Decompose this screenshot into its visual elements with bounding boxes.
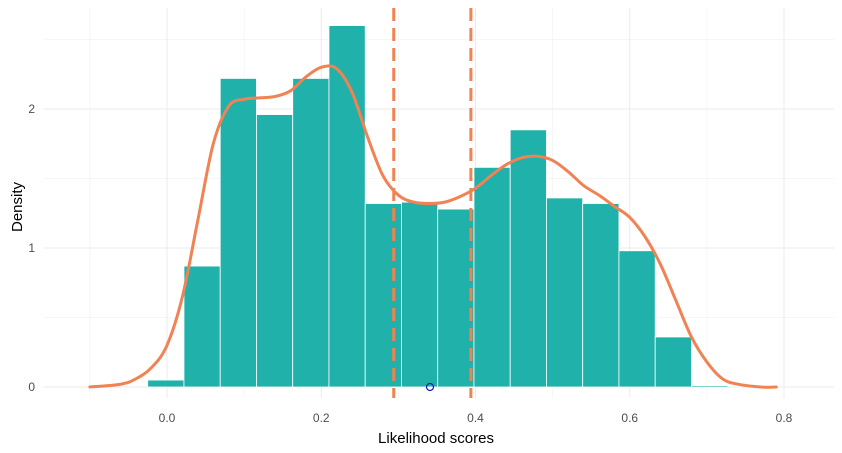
- histogram-bar-13: [618, 250, 656, 388]
- x-tick-label: 0.4: [467, 411, 484, 425]
- histogram-bar-14: [654, 336, 692, 388]
- histogram-bar-0: [147, 379, 185, 388]
- histogram-bars: [147, 25, 729, 388]
- x-tick-label: 0.2: [313, 411, 330, 425]
- x-tick-label: 0.8: [776, 411, 793, 425]
- x-axis-title: Likelihood scores: [378, 430, 494, 447]
- y-axis-ticks: 0 1 2: [28, 102, 35, 394]
- x-tick-label: 0.6: [621, 411, 638, 425]
- histogram-bar-8: [437, 208, 475, 388]
- histogram-bar-9: [473, 166, 511, 388]
- x-axis-ticks: 0.0 0.2 0.4 0.6 0.8: [159, 411, 793, 425]
- y-axis-title: Density: [9, 181, 26, 232]
- histogram-bar-1: [183, 265, 221, 388]
- threshold-lines: [392, 8, 473, 398]
- histogram-bar-10: [509, 129, 547, 388]
- histogram-bar-11: [546, 197, 584, 388]
- marker-group: [425, 382, 435, 392]
- histogram-bar-6: [364, 203, 402, 388]
- x-tick-label: 0.0: [159, 411, 176, 425]
- density-curve-group: [88, 64, 778, 389]
- y-tick-label: 2: [28, 102, 35, 116]
- histogram-bar-3: [256, 114, 294, 388]
- histogram-bar-7: [401, 201, 439, 388]
- histogram-bar-2: [219, 78, 257, 388]
- histogram-bar-5: [328, 25, 366, 388]
- y-tick-label: 1: [28, 241, 35, 255]
- histogram-bar-4: [292, 78, 330, 388]
- density-curve: [88, 64, 778, 389]
- marker-point: [425, 382, 435, 392]
- histogram-bar-15: [691, 385, 729, 388]
- histogram-bar-12: [582, 203, 620, 388]
- y-tick-label: 0: [28, 380, 35, 394]
